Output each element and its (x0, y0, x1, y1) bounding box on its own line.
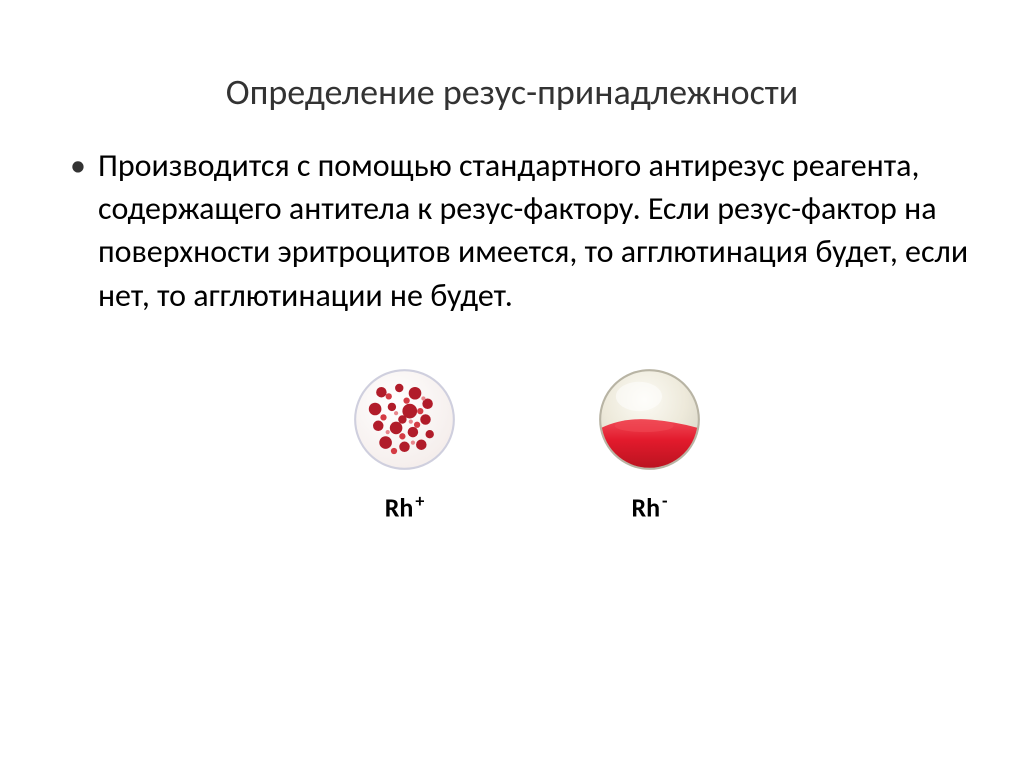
sample-rh-positive: Rh+ (352, 367, 457, 524)
label-sup: + (415, 490, 424, 512)
label-rh-negative: Rh- (631, 490, 667, 524)
body-block: • Производится с помощью стандартного ан… (50, 144, 974, 317)
dish-rh-positive (352, 367, 457, 472)
bullet-marker: • (70, 144, 86, 187)
label-base: Rh (631, 491, 660, 523)
dish-rh-negative (597, 367, 702, 472)
label-rh-positive: Rh+ (385, 490, 425, 524)
label-base: Rh (385, 491, 414, 523)
body-text: Производится с помощью стандартного анти… (98, 144, 974, 317)
sample-rh-negative: Rh- (597, 367, 702, 524)
samples-row: Rh+ (50, 367, 974, 524)
label-sup: - (662, 490, 668, 512)
slide-title: Определение резус-принадлежности (50, 70, 974, 114)
